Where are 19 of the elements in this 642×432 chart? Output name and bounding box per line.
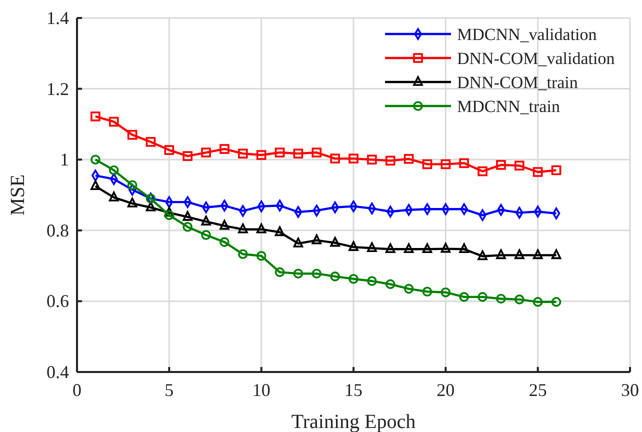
legend-label: DNN-COM_validation	[457, 49, 616, 68]
x-tick-label: 20	[436, 380, 455, 400]
y-tick-label: 0.4	[46, 362, 69, 382]
x-axis-title: Training Epoch	[291, 411, 416, 432]
y-tick-label: 1.2	[46, 78, 69, 99]
x-tick-label: 25	[528, 380, 547, 400]
legend-label: MDCNN_train	[457, 97, 560, 116]
x-tick-label: 15	[344, 380, 362, 400]
x-tick-label: 0	[72, 380, 82, 400]
x-tick-label: 5	[164, 380, 174, 400]
x-tick-label: 10	[252, 380, 270, 400]
legend-label: MDCNN_validation	[457, 25, 598, 44]
x-tick-label: 30	[621, 380, 639, 400]
y-tick-label: 1.4	[46, 8, 69, 28]
y-tick-label: 0.8	[46, 220, 69, 240]
y-tick-label: 1	[60, 150, 69, 170]
legend-label: DNN-COM_train	[457, 73, 578, 92]
y-axis-title: MSE	[7, 174, 29, 216]
y-tick-label: 0.6	[46, 291, 69, 312]
